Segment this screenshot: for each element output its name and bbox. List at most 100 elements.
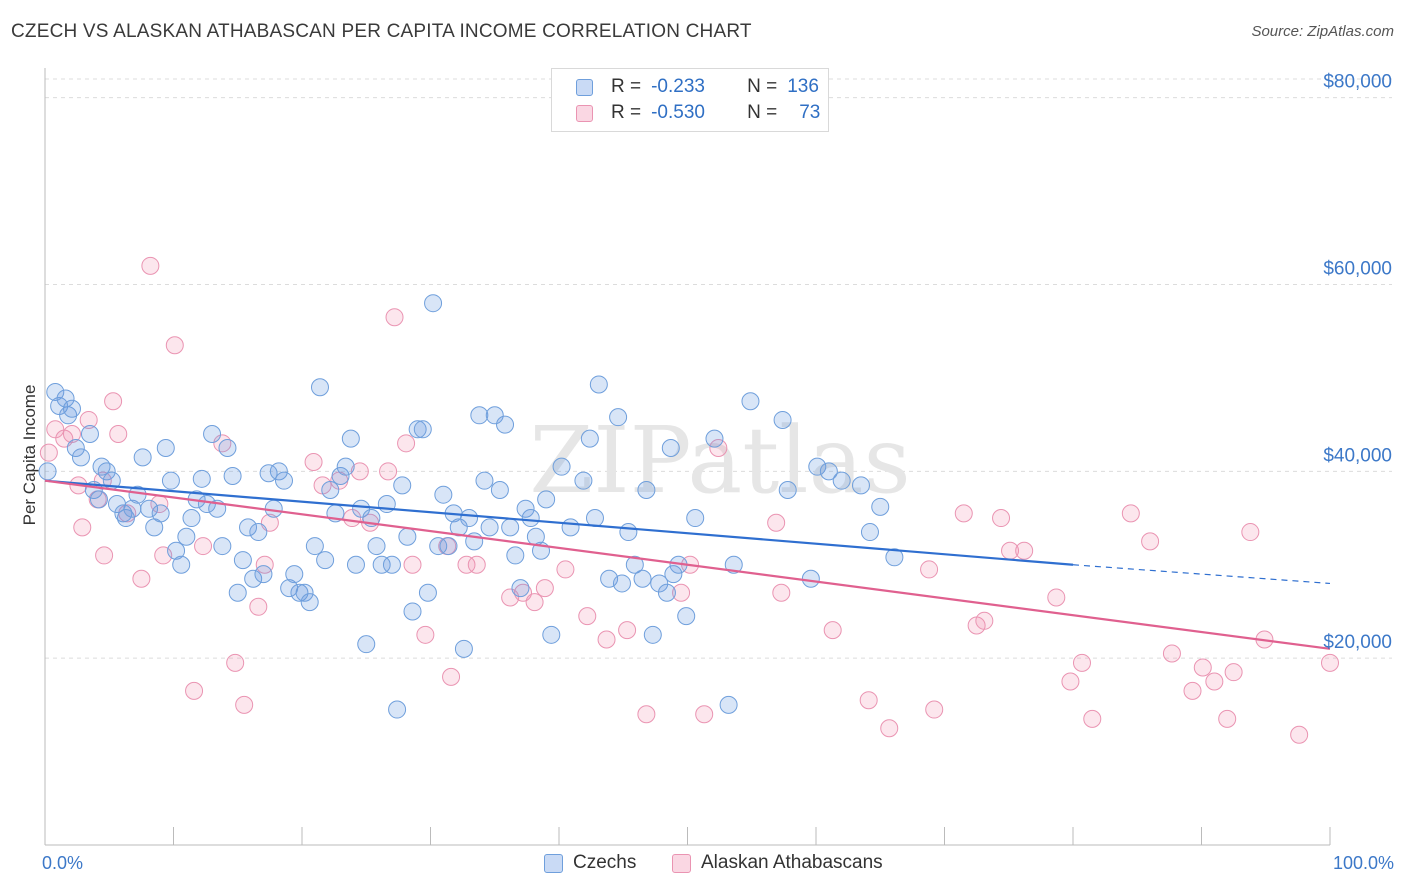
czech-point (542, 625, 561, 644)
athabascan-point (618, 621, 637, 640)
czech-point (664, 565, 683, 584)
czech-point (885, 548, 904, 567)
athabascan-point (1290, 725, 1309, 744)
czech-point (89, 490, 108, 509)
regression-lines (44, 479, 1331, 650)
athabascan-point (556, 560, 575, 579)
czech-point (851, 476, 870, 495)
athabascan-point (235, 695, 254, 714)
czech-point (38, 462, 57, 481)
series-athabascans (39, 256, 1339, 744)
legend-n-label: N = (747, 102, 778, 123)
athabascan-point (709, 438, 728, 457)
athabascan-point (954, 504, 973, 523)
athabascan-swatch-icon (672, 853, 691, 873)
legend-r-value: -0.530 (651, 102, 705, 123)
bottom-legend-athabascans: Alaskan Athabascans (672, 852, 883, 874)
y-axis-label: Per Capita Income (20, 385, 39, 526)
athabascan-point (141, 256, 160, 275)
czech-point (167, 541, 186, 560)
athabascan-point (1321, 653, 1339, 672)
athabascan-point (672, 583, 691, 602)
legend-row-athabascans: R = -0.530 N = 73 (576, 100, 820, 126)
athabascan-point (525, 593, 544, 612)
czech-point (537, 490, 556, 509)
czech-point (305, 537, 324, 556)
czech-point (71, 448, 90, 467)
czech-point (585, 509, 604, 528)
legend-n-label: N = (747, 76, 778, 97)
czech-point (66, 438, 85, 457)
athabascan-point (1061, 672, 1080, 691)
athabascan-point (385, 308, 404, 327)
athabascan-point (859, 691, 878, 710)
athabascan-point (379, 462, 398, 481)
czech-point (213, 537, 232, 556)
czech-point (408, 420, 427, 439)
athabascan-point (925, 700, 944, 719)
czech-point (741, 392, 760, 411)
athabascan-point (597, 630, 616, 649)
czech-point (705, 429, 724, 448)
czech-point (192, 469, 211, 488)
czech-point (244, 569, 263, 588)
czech-point (203, 424, 222, 443)
czech-swatch-icon (544, 853, 563, 873)
czech-point (352, 499, 371, 518)
athabascan-point (73, 518, 92, 537)
athabascan-point (350, 462, 369, 481)
athabascan-point (920, 560, 939, 579)
athabascan-point (1015, 541, 1034, 560)
czech-point (46, 382, 65, 401)
athabascan-point (457, 555, 476, 574)
czech-point (249, 523, 268, 542)
legend-r-label: R = (611, 102, 642, 123)
athabascan-point (823, 621, 842, 640)
athabascan-point (1218, 709, 1237, 728)
czech-point (295, 583, 314, 602)
czech-point (182, 509, 201, 528)
athabascan-point (1121, 504, 1140, 523)
x-tick-label: 0.0% (42, 853, 83, 873)
czech-point (521, 509, 540, 528)
legend-r-value: -0.233 (651, 76, 705, 97)
legend-n-value: 136 (787, 76, 819, 97)
athabascan-point (467, 555, 486, 574)
czech-point (156, 438, 175, 457)
athabascan-point (992, 509, 1011, 528)
czech-point (619, 523, 638, 542)
czech-point (316, 551, 335, 570)
czech-point (801, 569, 820, 588)
czech-point (778, 481, 797, 500)
czech-point (485, 406, 504, 425)
athabascan-point (403, 555, 422, 574)
czech-point (633, 569, 652, 588)
czech-point (223, 467, 242, 486)
czech-point (393, 476, 412, 495)
czech-point (686, 509, 705, 528)
tick-labels: $20,000 $40,000 $60,000 $80,000 0.0% 100.0% (42, 72, 1394, 873)
athabascan-point (255, 555, 274, 574)
czech-point (372, 555, 391, 574)
czech-point (516, 499, 535, 518)
czech-point (161, 471, 180, 490)
czech-point (290, 583, 309, 602)
bottom-legend-athabascans-label: Alaskan Athabascans (701, 852, 883, 873)
chart-title: CZECH VS ALASKAN ATHABASCAN PER CAPITA I… (11, 21, 752, 42)
czech-swatch-icon (576, 78, 593, 96)
czech-point (398, 527, 417, 546)
czech-point (80, 424, 99, 443)
czech-point (637, 481, 656, 500)
czech-point (501, 518, 520, 537)
czech-point (580, 429, 599, 448)
athabascan-point (442, 667, 461, 686)
y-tick-label: $80,000 (1323, 72, 1392, 93)
grid-lines (45, 78, 1392, 659)
czech-point (609, 408, 628, 427)
czech-point (254, 565, 273, 584)
czech-point (233, 551, 252, 570)
czech-point (589, 375, 608, 394)
czech-point (331, 467, 350, 486)
czech-point (454, 639, 473, 658)
czech-point (300, 593, 319, 612)
